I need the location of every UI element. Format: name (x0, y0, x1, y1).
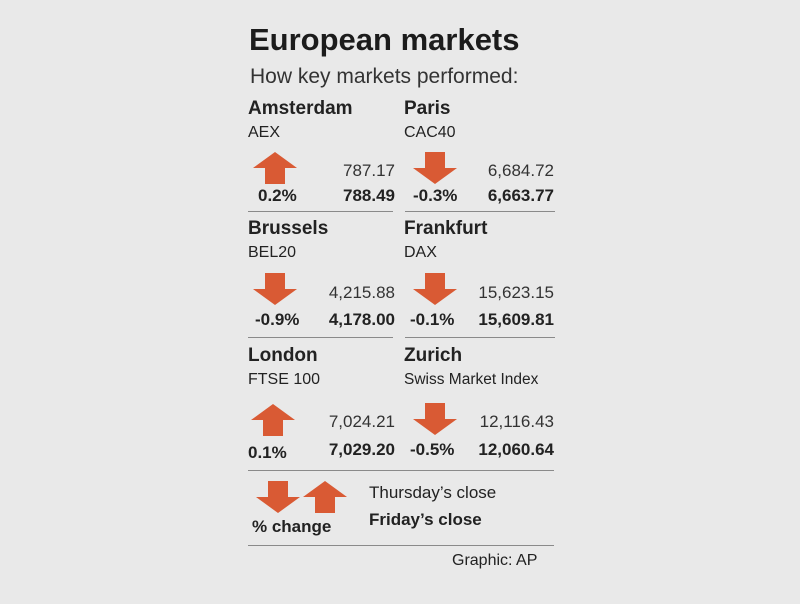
market-percent-change: -0.1% (410, 310, 455, 329)
up-arrow-icon (303, 481, 347, 513)
market-percent-change: -0.9% (255, 310, 300, 329)
legend-change-label: % change (252, 517, 332, 536)
down-arrow-icon (413, 152, 457, 184)
down-arrow-icon (413, 403, 457, 435)
market-previous-close: 15,623.15 (478, 283, 554, 302)
market-previous-close: 12,116.43 (479, 412, 554, 431)
market-current-close: 4,178.00 (328, 310, 395, 329)
market-percent-change: 0.2% (258, 186, 297, 205)
up-arrow-icon (251, 404, 295, 436)
divider (248, 211, 393, 212)
market-previous-close: 6,684.72 (487, 161, 554, 180)
market-index-aex: AEX (248, 124, 281, 141)
market-previous-close: 4,215.88 (328, 283, 395, 302)
market-city-zurich: Zurich (404, 345, 463, 366)
divider (405, 337, 555, 338)
legend-previous-label: Thursday’s close (369, 483, 497, 502)
market-percent-change: -0.5% (410, 440, 455, 459)
divider (248, 337, 393, 338)
up-arrow-icon (253, 152, 297, 184)
market-previous-close: 7,024.21 (328, 412, 395, 431)
market-city-amsterdam: Amsterdam (248, 98, 353, 119)
market-previous-close: 787.17 (343, 161, 395, 180)
graphic-credit: Graphic: AP (452, 552, 538, 569)
market-current-close: 15,609.81 (478, 310, 554, 329)
divider (248, 470, 554, 471)
down-arrow-icon (253, 273, 297, 305)
market-city-london: London (248, 345, 318, 366)
market-index-cac40: CAC40 (404, 124, 456, 141)
down-arrow-icon (413, 273, 457, 305)
page-subtitle: How key markets performed: (250, 65, 519, 88)
market-percent-change: 0.1% (248, 443, 287, 462)
market-city-frankfurt: Frankfurt (404, 218, 488, 239)
divider (248, 545, 554, 546)
market-city-paris: Paris (404, 98, 451, 119)
market-index-bel20: BEL20 (248, 244, 297, 261)
market-percent-change: -0.3% (413, 186, 458, 205)
legend-close-label: Friday’s close (369, 510, 482, 529)
down-arrow-icon (256, 481, 300, 513)
market-current-close: 6,663.77 (487, 186, 554, 205)
market-index-ftse-100: FTSE 100 (248, 371, 321, 388)
market-city-brussels: Brussels (248, 218, 329, 239)
market-index-swiss-market-index: Swiss Market Index (404, 371, 539, 388)
page-title: European markets (249, 22, 520, 57)
market-index-dax: DAX (404, 244, 437, 261)
market-current-close: 7,029.20 (328, 440, 395, 459)
market-current-close: 12,060.64 (478, 440, 554, 459)
market-current-close: 788.49 (343, 186, 395, 205)
divider (405, 211, 555, 212)
